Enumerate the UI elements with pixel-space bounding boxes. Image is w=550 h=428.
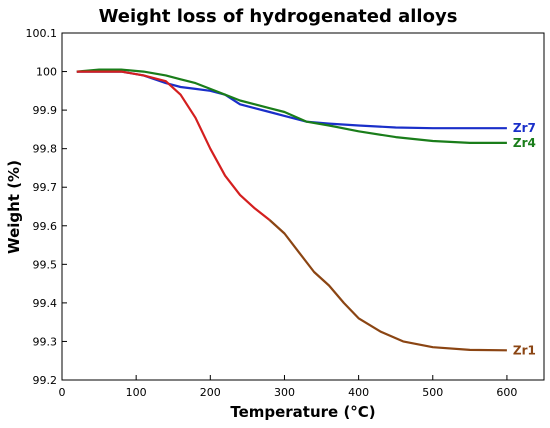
y-tick-label: 99.5	[33, 258, 58, 271]
y-tick-label: 99.8	[33, 143, 58, 156]
y-tick-label: 99.7	[33, 181, 58, 194]
series-line-zr7	[76, 70, 507, 130]
y-axis-ticks: 99.2 99.3 99.4 99.5 99.6 99.7 99.8 99.9 100 100.1	[26, 27, 67, 387]
series-label-zr4: Zr4	[513, 136, 536, 150]
y-axis-label: Weight (%)	[5, 160, 23, 254]
x-tick-label: 100	[126, 386, 147, 399]
series-line-zr4	[76, 68, 507, 144]
x-axis-ticks: 0 100 200 300 400 500 600	[59, 375, 517, 399]
x-tick-label: 200	[200, 386, 221, 399]
series-label-zr1: Zr1	[513, 343, 536, 357]
y-tick-label: 99.9	[33, 104, 58, 117]
x-tick-label: 300	[274, 386, 295, 399]
series-label-zr7: Zr7	[513, 121, 536, 135]
plot-area-frame	[61, 32, 545, 381]
x-tick-label: 500	[422, 386, 443, 399]
y-tick-label: 99.2	[33, 374, 58, 387]
y-tick-label: 99.3	[33, 335, 58, 348]
y-tick-label: 99.6	[33, 220, 58, 233]
series-line-zr1-late	[268, 219, 507, 352]
x-tick-label: 400	[348, 386, 369, 399]
chart-title: Weight loss of hydrogenated alloys	[99, 6, 458, 27]
x-tick-label: 0	[59, 386, 66, 399]
series-line-zr1	[76, 70, 271, 221]
series-lines	[76, 68, 507, 352]
y-tick-label: 99.4	[33, 297, 58, 310]
y-tick-label: 100.1	[26, 27, 58, 40]
x-axis-label: Temperature (°C)	[230, 403, 375, 421]
y-tick-label: 100	[36, 66, 57, 79]
x-tick-label: 600	[496, 386, 517, 399]
